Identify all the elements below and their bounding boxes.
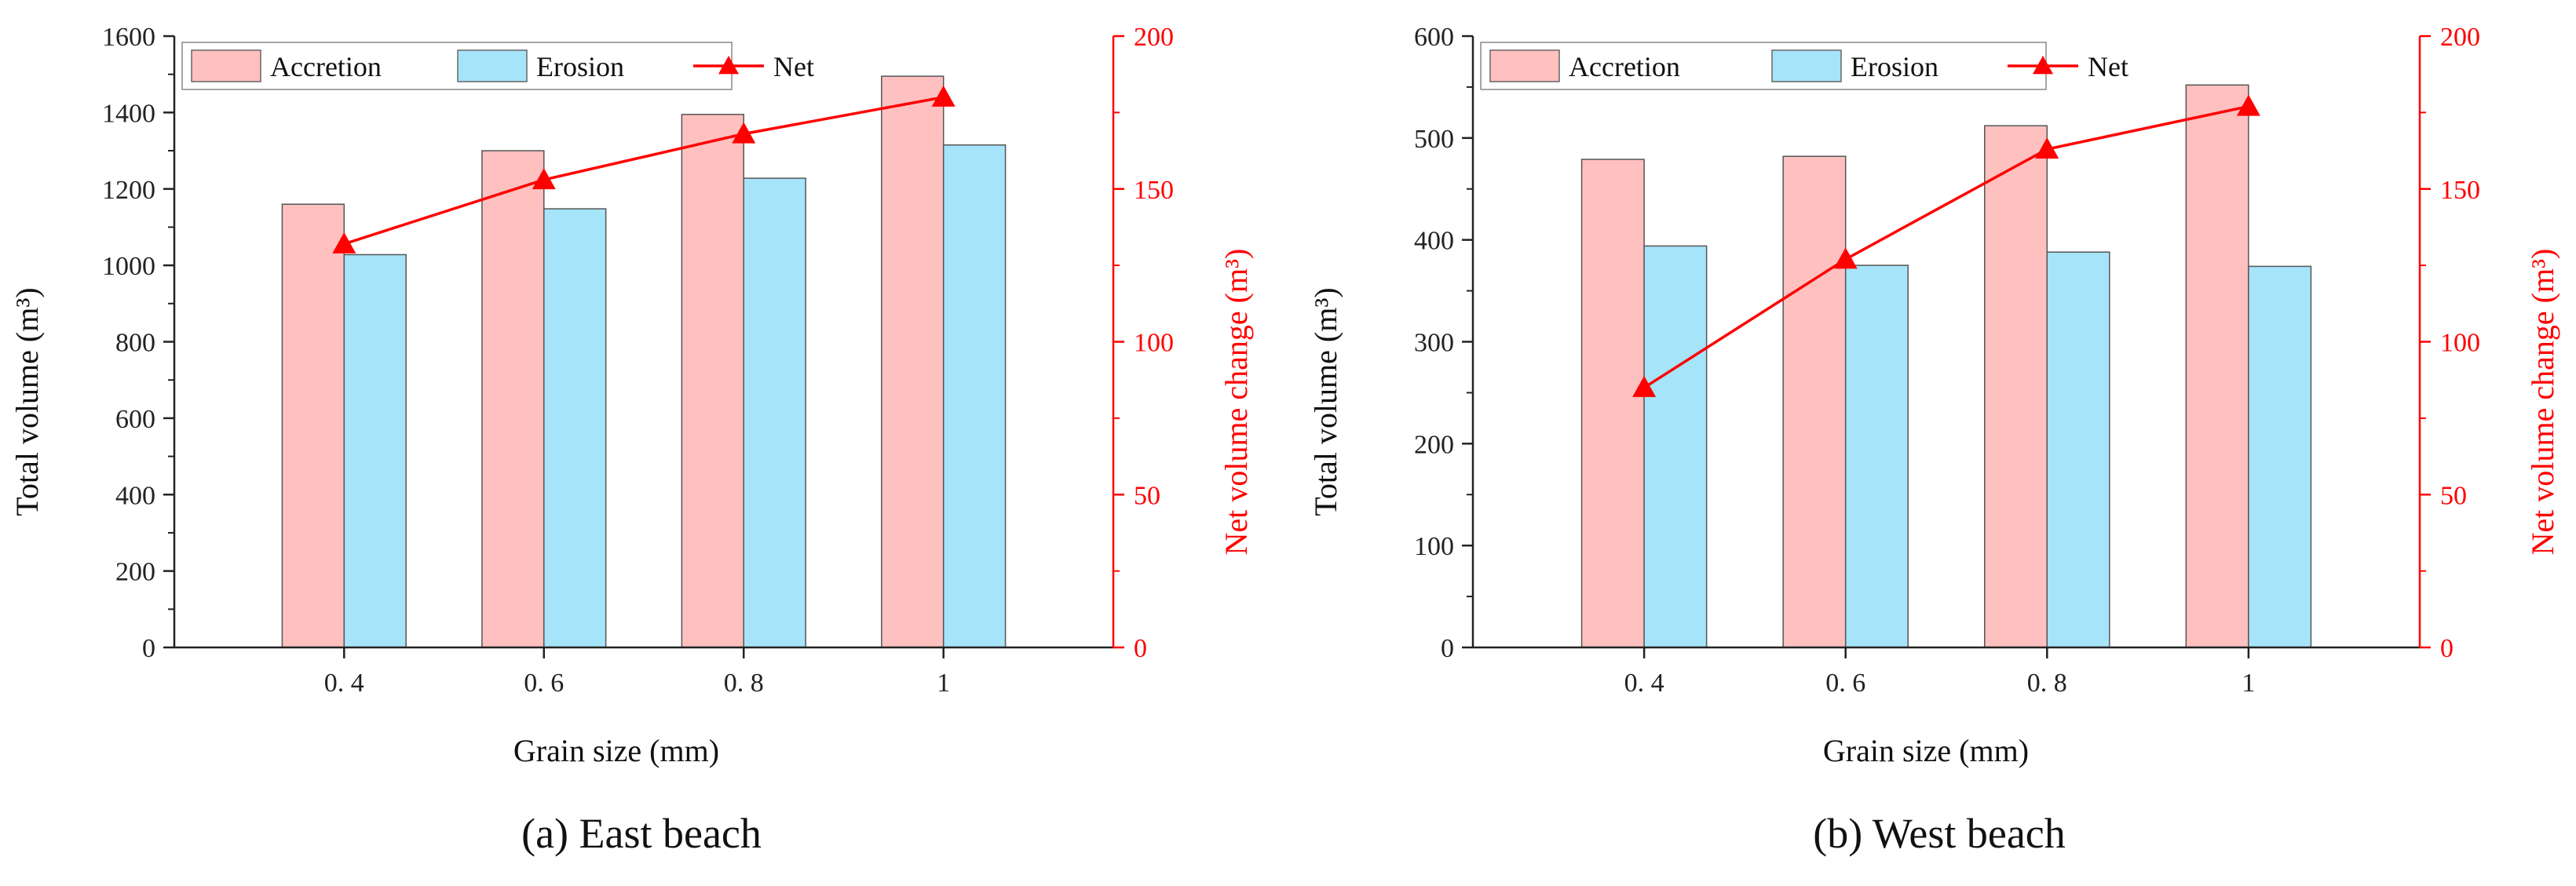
west-net-line <box>1643 104 2249 389</box>
east-legend-marker-net <box>718 56 739 75</box>
panel-east-beach-caption: (a) East beach <box>521 810 762 857</box>
west-y2tick-label: 50 <box>2440 481 2467 510</box>
west-bar-erosion <box>2248 265 2312 648</box>
west-bar-accretion <box>1580 159 1645 648</box>
west-ytick-label: 0 <box>1441 634 1454 663</box>
west-y2tick-label: 0 <box>2440 634 2454 663</box>
east-ytick-label: 1600 <box>102 23 155 52</box>
east-net-point <box>332 232 356 253</box>
panel-east-beach: Total volume (m³) Net volume change (m³)… <box>9 23 1254 857</box>
panel-west-beach: Total volume (m³) Net volume change (m³)… <box>1308 23 2560 857</box>
west-y2tick-label: 150 <box>2440 176 2480 205</box>
west-net-point <box>1632 375 1657 397</box>
east-bar-accretion <box>881 75 945 648</box>
west-y2tick-label: 100 <box>2440 329 2480 358</box>
west-xtick-label: 0. 4 <box>1624 669 1664 698</box>
east-y2tick-label: 50 <box>1134 481 1160 510</box>
west-y2tick-label: 200 <box>2440 23 2480 52</box>
west-ytick-label: 600 <box>1414 23 1454 52</box>
east-y2tick-label: 200 <box>1134 23 1174 52</box>
west-bar-erosion <box>1643 245 1708 648</box>
east-legend-label-erosion: Erosion <box>536 51 624 82</box>
west-legend-label-accretion: Accretion <box>1569 51 1680 82</box>
west-legend-marker-net <box>2033 56 2053 75</box>
panel-west-beach-ylabel: Total volume (m³) <box>1308 287 1343 516</box>
west-net-point <box>1833 247 1858 269</box>
east-bar-accretion <box>481 150 545 648</box>
west-xtick-label: 1 <box>2242 669 2255 698</box>
east-xtick-label: 0. 4 <box>324 669 364 698</box>
east-legend-label-net: Net <box>773 51 814 82</box>
east-net-line <box>343 96 945 246</box>
east-legend-swatch-erosion <box>457 49 528 82</box>
west-bar-erosion <box>1844 264 1909 648</box>
west-xtick-label: 0. 8 <box>2027 669 2067 698</box>
east-bar-accretion <box>681 114 744 648</box>
east-legend-label-accretion: Accretion <box>270 51 382 82</box>
panel-west-beach-xlabel: Grain size (mm) <box>1823 733 2029 768</box>
east-legend-swatch-accretion <box>191 49 261 82</box>
west-bar-accretion <box>2185 84 2249 648</box>
east-ytick-label: 200 <box>115 558 155 587</box>
west-bar-accretion <box>1782 155 1847 648</box>
east-net-point <box>532 168 556 190</box>
east-bar-accretion <box>281 203 345 648</box>
west-ytick-label: 400 <box>1414 227 1454 256</box>
west-ytick-label: 500 <box>1414 125 1454 154</box>
west-legend-label-net: Net <box>2088 51 2128 82</box>
panel-east-beach-ylabel: Total volume (m³) <box>9 287 45 516</box>
panel-east-beach-y2label: Net volume change (m³) <box>1219 249 1254 556</box>
east-net-point <box>931 85 955 107</box>
west-ytick-label: 100 <box>1414 532 1454 561</box>
panel-west-beach-caption: (b) West beach <box>1813 810 2066 857</box>
west-legend: Accretion Erosion Net <box>1480 42 2128 90</box>
west-legend-swatch-accretion <box>1489 49 1560 82</box>
east-net-point <box>732 122 756 144</box>
east-xtick-label: 0. 6 <box>524 669 564 698</box>
west-legend-swatch-erosion <box>1771 49 1842 82</box>
east-ytick-label: 400 <box>115 481 155 510</box>
east-y2tick-label: 0 <box>1134 634 1147 663</box>
east-legend: Accretion Erosion Net <box>181 42 814 90</box>
east-y2tick-label: 150 <box>1134 176 1174 205</box>
west-net-point <box>2236 94 2260 116</box>
west-ytick-label: 300 <box>1414 329 1454 358</box>
east-bar-erosion <box>743 177 806 648</box>
east-ytick-label: 0 <box>142 634 155 663</box>
east-ytick-label: 1400 <box>102 99 155 128</box>
east-bar-erosion <box>543 208 607 648</box>
east-legend-box <box>181 42 733 90</box>
east-ytick-label: 800 <box>115 329 155 358</box>
east-ytick-label: 1200 <box>102 176 155 205</box>
west-legend-box <box>1480 42 2047 90</box>
west-ytick-label: 200 <box>1414 430 1454 459</box>
east-y2tick-label: 100 <box>1134 329 1174 358</box>
east-xtick-label: 0. 8 <box>724 669 764 698</box>
east-bar-erosion <box>343 253 407 648</box>
east-plot-area <box>281 75 1007 648</box>
panel-west-beach-y2label: Net volume change (m³) <box>2525 249 2560 556</box>
east-bar-erosion <box>942 144 1007 648</box>
east-ytick-label: 600 <box>115 405 155 434</box>
west-bar-erosion <box>2046 251 2110 648</box>
east-ytick-label: 1000 <box>102 252 155 281</box>
panel-east-beach-xlabel: Grain size (mm) <box>513 733 719 768</box>
west-net-point <box>2035 137 2059 159</box>
west-bar-accretion <box>1984 125 2048 648</box>
east-xtick-label: 1 <box>937 669 950 698</box>
west-xtick-label: 0. 6 <box>1825 669 1865 698</box>
west-legend-label-erosion: Erosion <box>1851 51 1938 82</box>
